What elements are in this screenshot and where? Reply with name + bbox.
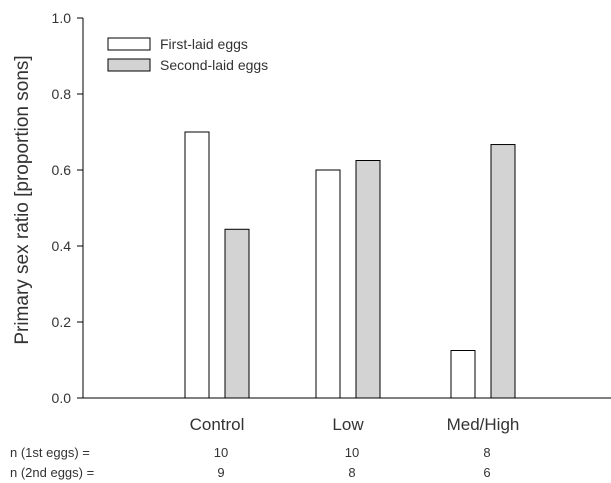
bar-first-laid xyxy=(315,169,341,399)
bar-second-laid xyxy=(355,160,381,399)
bar-first-laid xyxy=(184,131,210,399)
x-category-label: Med/High xyxy=(447,415,520,434)
y-tick-label: 0.8 xyxy=(52,86,72,102)
legend: First-laid eggs Second-laid eggs xyxy=(107,36,268,73)
y-tick-label: 0.2 xyxy=(52,314,72,330)
n-first-value: 8 xyxy=(483,445,490,460)
sample-size-table: n (1st eggs) = n (2nd eggs) = 10 9 10 8 8 6 xyxy=(10,445,491,480)
legend-label: First-laid eggs xyxy=(160,36,248,52)
y-axis-title: Primary sex ratio [proportion sons] xyxy=(12,55,33,344)
legend-swatch xyxy=(107,58,151,72)
plot-area: 0.0 0.2 0.4 0.6 0.8 1.0 Control Low Med/High xyxy=(52,10,611,434)
y-tick-label: 0.6 xyxy=(52,162,72,178)
legend-label: Second-laid eggs xyxy=(160,57,268,73)
bar-second-laid xyxy=(490,144,516,399)
n-second-value: 6 xyxy=(483,465,490,480)
x-category-label: Low xyxy=(332,415,364,434)
y-tick-label: 0.4 xyxy=(52,238,72,254)
bar-second-laid xyxy=(224,228,250,399)
n-first-value: 10 xyxy=(345,445,359,460)
x-category-label: Control xyxy=(190,415,245,434)
y-tick-label: 0.0 xyxy=(52,390,72,406)
n-second-value: 8 xyxy=(348,465,355,480)
n-first-label: n (1st eggs) = xyxy=(10,445,90,460)
y-tick-label: 1.0 xyxy=(52,10,72,26)
legend-swatch xyxy=(107,37,151,51)
n-first-value: 10 xyxy=(214,445,228,460)
n-second-label: n (2nd eggs) = xyxy=(10,465,94,480)
n-second-value: 9 xyxy=(217,465,224,480)
bar-first-laid xyxy=(450,350,476,399)
